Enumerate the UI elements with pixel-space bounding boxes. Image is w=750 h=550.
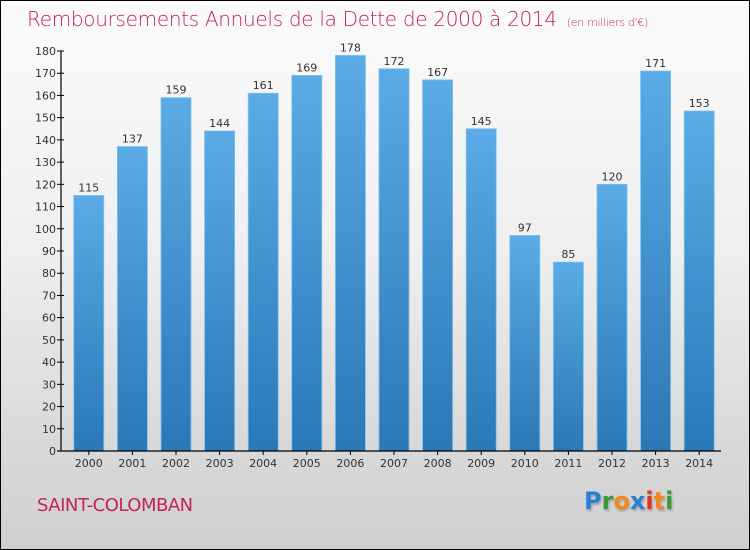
- x-tick-label: 2007: [380, 457, 408, 470]
- bar-2004: [247, 92, 279, 452]
- bar-2000: [73, 195, 105, 452]
- y-tick-label: 180: [35, 45, 56, 58]
- bar-2010: [509, 235, 541, 452]
- y-tick-label: 170: [35, 67, 56, 80]
- data-label: 171: [645, 57, 666, 70]
- data-label: 115: [78, 181, 99, 194]
- data-label: 172: [384, 55, 405, 68]
- bar-2009: [465, 128, 497, 452]
- data-label: 120: [602, 170, 623, 183]
- y-tick-label: 140: [35, 134, 56, 147]
- x-tick-label: 2010: [511, 457, 539, 470]
- y-tick-label: 120: [35, 178, 56, 191]
- x-tick-label: 2005: [293, 457, 321, 470]
- chart-title-text: Remboursements Annuels de la Dette de 20…: [27, 7, 557, 31]
- data-label: 137: [122, 133, 143, 146]
- y-tick-label: 0: [49, 445, 56, 458]
- y-tick-label: 80: [42, 267, 56, 280]
- bar-2011: [553, 261, 584, 452]
- y-tick-label: 100: [35, 223, 56, 236]
- bar-2014: [683, 110, 715, 452]
- data-label: 144: [209, 117, 230, 130]
- bar-2008: [422, 79, 454, 452]
- x-tick-label: 2000: [75, 457, 103, 470]
- bar-2002: [160, 97, 192, 452]
- y-tick-label: 20: [42, 401, 56, 414]
- x-tick-label: 2009: [467, 457, 495, 470]
- bar-2006: [334, 55, 366, 452]
- x-tick-label: 2008: [424, 457, 452, 470]
- logo-letter: i: [645, 487, 654, 515]
- data-label: 161: [253, 79, 274, 92]
- bar-2007: [378, 68, 410, 452]
- axes-group: 2000 2001 2002 2003 2004 2005 2006 2007 2008 2009…: [35, 45, 721, 470]
- y-tick-label: 30: [42, 378, 56, 391]
- y-tick-label: 50: [42, 334, 56, 347]
- x-tick-label: 2006: [336, 457, 364, 470]
- y-tick-label: 90: [42, 245, 56, 258]
- data-label: 178: [340, 41, 361, 54]
- data-label: 153: [689, 97, 710, 110]
- place-name: SAINT-COLOMBAN: [37, 495, 193, 516]
- x-tick-label: 2003: [206, 457, 234, 470]
- y-tick-label: 60: [42, 312, 56, 325]
- bar-2012: [596, 183, 628, 452]
- y-tick-label: 150: [35, 112, 56, 125]
- data-label: 145: [471, 115, 492, 128]
- logo-letter: x: [629, 487, 646, 515]
- x-tick-label: 2002: [162, 457, 190, 470]
- logo-letter: P: [584, 487, 602, 515]
- logo-letter: o: [613, 487, 630, 515]
- y-tick-label: 70: [42, 289, 56, 302]
- chart-unit: (en milliers d'€): [566, 16, 648, 29]
- x-tick-label: 2004: [249, 457, 277, 470]
- x-tick-label: 2012: [598, 457, 626, 470]
- proxiti-logo: Proxiti: [584, 487, 673, 515]
- logo-letter: i: [665, 487, 674, 515]
- data-label: 169: [296, 61, 317, 74]
- data-label: 97: [518, 221, 532, 234]
- logo-letter: t: [653, 487, 666, 515]
- bar-chart: 115 137 159 144 161 169 178 172 167 145 97 85 120 171…: [35, 41, 721, 470]
- bar-2013: [640, 70, 671, 452]
- x-tick-label: 2013: [642, 457, 670, 470]
- bar-2001: [117, 146, 148, 452]
- y-tick-label: 40: [42, 356, 56, 369]
- y-tick-label: 130: [35, 156, 56, 169]
- y-tick-label: 110: [35, 201, 56, 214]
- bar-2005: [291, 75, 323, 452]
- data-label: 85: [561, 248, 575, 261]
- y-tick-label: 10: [42, 423, 56, 436]
- data-label: 159: [166, 84, 187, 97]
- bars-group: 115 137 159 144 161 169 178 172 167 145 97 85 120 171…: [73, 41, 715, 452]
- chart-title: Remboursements Annuels de la Dette de 20…: [27, 7, 648, 31]
- x-tick-label: 2014: [685, 457, 713, 470]
- bar-2003: [204, 130, 236, 452]
- logo-letter: r: [601, 487, 614, 515]
- data-label: 167: [427, 66, 448, 79]
- y-tick-label: 160: [35, 89, 56, 102]
- x-tick-label: 2001: [118, 457, 146, 470]
- x-tick-label: 2011: [554, 457, 582, 470]
